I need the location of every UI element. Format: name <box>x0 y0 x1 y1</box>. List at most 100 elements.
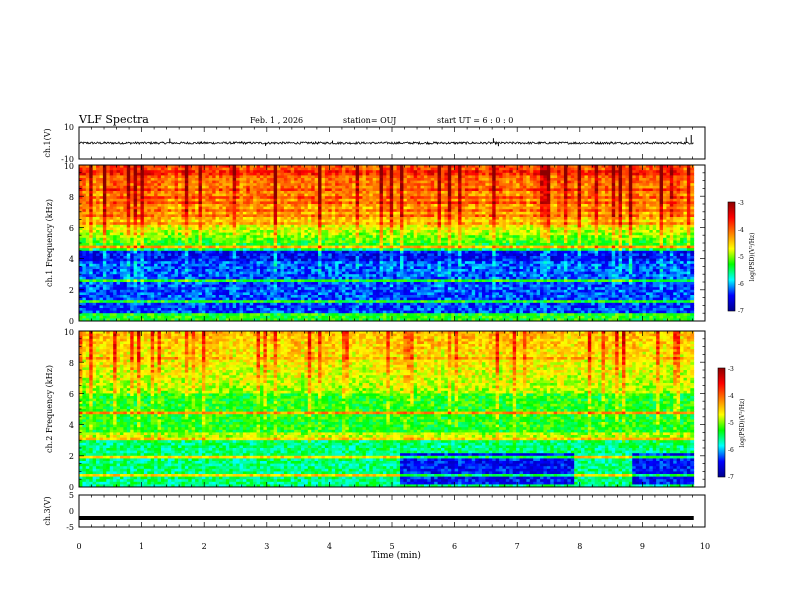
spec1-cell <box>85 224 90 228</box>
spec1-cell <box>79 284 83 288</box>
spec1-cell <box>171 274 176 278</box>
spec1-cell <box>160 308 165 311</box>
spec1-cell <box>167 302 172 306</box>
spec1-cell <box>270 279 275 283</box>
spec1-cell <box>290 180 295 184</box>
spec1-cell <box>181 261 186 265</box>
spec1-cell <box>266 282 271 285</box>
spec1-cell <box>280 305 285 309</box>
spec1-cell <box>198 217 203 220</box>
spec1-cell <box>198 292 203 296</box>
spec1-cell <box>140 230 145 233</box>
spec1-cell <box>106 188 111 192</box>
spec1-cell <box>82 289 87 293</box>
spec1-cell <box>150 230 155 233</box>
spec1-cell <box>324 287 329 291</box>
spec1-cell <box>116 266 121 270</box>
spec1-cell <box>280 310 285 314</box>
spec1-cell <box>154 284 158 288</box>
spec1-cell <box>212 191 217 194</box>
spec1-cell <box>331 191 336 194</box>
spec1-cell <box>359 279 363 283</box>
spec1-cell <box>85 287 90 291</box>
spec1-cell <box>164 178 169 181</box>
spec1-cell <box>253 253 257 257</box>
spec1-cell <box>283 243 288 246</box>
spec1-cell <box>215 253 220 257</box>
spec1-cell <box>236 287 240 291</box>
spec1-cell <box>92 302 97 306</box>
spec1-cell <box>174 243 179 246</box>
spec1-cell <box>212 219 217 223</box>
spec1-cell <box>133 230 138 233</box>
spec1-cell <box>229 284 234 288</box>
spec1-cell <box>126 167 131 171</box>
spec1-cell <box>96 204 100 207</box>
spec1-cell <box>123 261 128 265</box>
spec1-cell <box>219 214 223 218</box>
spec1-cell <box>270 175 275 179</box>
spec1-cell <box>133 211 138 215</box>
spec1-cell <box>304 253 309 257</box>
spec1-cell <box>219 256 223 259</box>
spec1-cell <box>297 284 302 288</box>
spec1-cell <box>195 310 199 314</box>
spec1-cell <box>184 183 189 187</box>
spec1-cell <box>345 271 350 275</box>
spec1-cell <box>171 191 176 194</box>
spec1-cell <box>359 282 363 285</box>
spec1-cell <box>239 167 244 171</box>
spec1-cell <box>160 167 165 171</box>
spec1-cell <box>212 313 217 317</box>
spec1-cell <box>205 297 210 301</box>
spec1-cell <box>113 191 117 194</box>
spec1-cell <box>335 245 339 249</box>
spec1-cell <box>229 287 234 291</box>
spec1-cell <box>229 237 234 241</box>
spec1-cell <box>253 295 257 298</box>
spec1-cell <box>212 276 217 280</box>
spec1-cell <box>198 172 203 176</box>
spec1-cell <box>249 227 254 231</box>
spec1-cell <box>341 256 346 259</box>
spec1-cell <box>273 185 278 189</box>
spec1-cell <box>212 245 217 249</box>
spec1-cell <box>311 256 316 259</box>
spec1-cell <box>154 217 158 220</box>
spec1-cell <box>338 178 343 181</box>
spec1-cell <box>119 315 124 319</box>
spec1-cell <box>191 287 196 291</box>
spec1-cell <box>273 289 278 293</box>
spec1-cell <box>359 292 363 296</box>
spec1-cell <box>181 310 186 314</box>
spec1-cell <box>294 172 298 176</box>
spec1-cell <box>215 188 220 192</box>
spec1-cell <box>167 232 172 236</box>
spec1-cell <box>147 180 152 184</box>
spec1-cell <box>198 282 203 285</box>
spec1-cell <box>201 300 206 304</box>
spec1-cell <box>318 308 322 311</box>
spec1-cell <box>321 188 326 192</box>
spec1-cell <box>157 211 162 215</box>
spec1-cell <box>157 217 162 220</box>
spec1-cell <box>287 313 292 317</box>
spec1-cell <box>328 180 333 184</box>
spec1-cell <box>321 165 326 168</box>
spec1-cell <box>236 172 240 176</box>
spec1-cell <box>294 287 298 291</box>
spec1-cell <box>277 180 281 184</box>
spec1-cell <box>126 289 131 293</box>
spec1-cell <box>79 206 83 210</box>
spec1-cell <box>290 175 295 179</box>
spec1-cell <box>119 261 124 265</box>
spec1-cell <box>345 240 350 244</box>
spec1-cell <box>300 165 305 168</box>
spec1-cell <box>328 222 333 226</box>
spec1-cell <box>126 256 131 259</box>
spec1-cell <box>260 188 264 192</box>
spec1-cell <box>219 315 223 319</box>
spec1-cell <box>273 295 278 298</box>
spec1-cell <box>130 279 135 283</box>
spec1-cell <box>338 256 343 259</box>
